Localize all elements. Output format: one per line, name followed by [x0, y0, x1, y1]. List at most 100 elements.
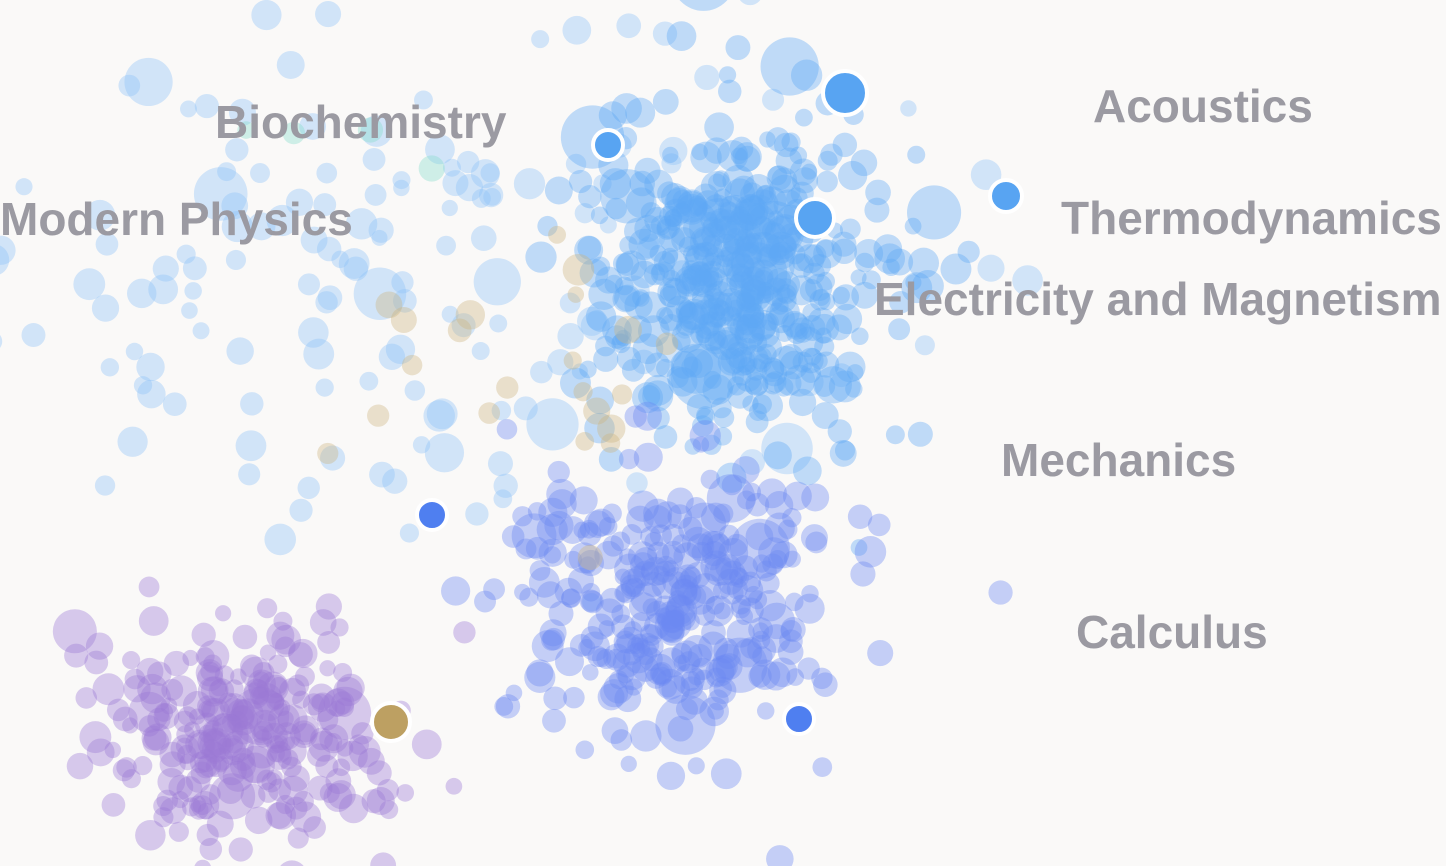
data-point-bubble[interactable]	[536, 513, 568, 546]
data-point-bubble[interactable]	[738, 196, 769, 227]
data-point-bubble[interactable]	[861, 270, 881, 290]
data-point-bubble[interactable]	[223, 697, 245, 719]
data-point-bubble[interactable]	[743, 174, 774, 205]
data-point-bubble[interactable]	[587, 613, 614, 640]
data-point-bubble[interactable]	[611, 614, 636, 639]
data-point-bubble[interactable]	[658, 306, 684, 331]
data-point-bubble[interactable]	[1012, 265, 1043, 296]
data-point-bubble[interactable]	[659, 621, 685, 646]
data-point-bubble[interactable]	[192, 795, 213, 816]
data-point-bubble[interactable]	[378, 343, 406, 371]
data-point-bubble[interactable]	[634, 291, 667, 324]
data-point-bubble[interactable]	[748, 402, 767, 421]
data-point-bubble[interactable]	[745, 410, 769, 434]
data-point-bubble[interactable]	[198, 724, 218, 744]
data-point-bubble[interactable]	[483, 187, 502, 206]
data-point-bubble[interactable]	[970, 159, 1002, 190]
data-point-bubble[interactable]	[217, 777, 244, 804]
data-point-bubble[interactable]	[647, 541, 670, 565]
data-point-bubble[interactable]	[575, 432, 595, 451]
data-point-bubble[interactable]	[345, 208, 378, 240]
data-point-bubble[interactable]	[644, 532, 664, 551]
data-point-bubble[interactable]	[638, 223, 666, 251]
data-point-bubble[interactable]	[616, 250, 647, 282]
data-point-bubble[interactable]	[163, 650, 190, 677]
data-point-bubble[interactable]	[832, 284, 860, 311]
data-point-bubble[interactable]	[581, 583, 601, 602]
data-point-bubble[interactable]	[612, 648, 642, 678]
data-point-bubble[interactable]	[232, 720, 256, 745]
data-point-bubble[interactable]	[323, 688, 352, 717]
data-point-bubble[interactable]	[734, 193, 766, 225]
data-point-bubble[interactable]	[621, 358, 645, 382]
data-point-bubble[interactable]	[579, 556, 597, 574]
data-point-bubble[interactable]	[765, 127, 790, 152]
data-point-bubble[interactable]	[755, 184, 777, 206]
data-point-bubble[interactable]	[369, 461, 395, 488]
data-point-bubble[interactable]	[259, 644, 277, 661]
data-point-bubble[interactable]	[731, 253, 755, 278]
data-point-bubble[interactable]	[599, 587, 625, 614]
data-point-bubble[interactable]	[379, 800, 399, 820]
data-point-bubble[interactable]	[700, 294, 721, 316]
data-point-bubble[interactable]	[777, 639, 804, 665]
data-point-bubble[interactable]	[326, 780, 356, 810]
data-point-bubble[interactable]	[627, 565, 651, 589]
data-point-bubble[interactable]	[338, 248, 370, 279]
data-point-bubble[interactable]	[273, 722, 301, 751]
data-point-bubble[interactable]	[138, 606, 169, 636]
data-point-bubble[interactable]	[803, 262, 825, 285]
data-point-bubble[interactable]	[630, 260, 659, 289]
data-point-bubble[interactable]	[721, 474, 743, 496]
data-point-bubble[interactable]	[618, 275, 650, 307]
data-point-bubble[interactable]	[603, 643, 631, 671]
data-point-bubble[interactable]	[670, 343, 736, 409]
data-point-bubble[interactable]	[650, 661, 673, 685]
data-point-bubble[interactable]	[734, 321, 764, 351]
data-point-bubble[interactable]	[543, 686, 568, 711]
data-point-bubble[interactable]	[228, 837, 253, 862]
data-point-bubble[interactable]	[683, 348, 714, 378]
data-point-bubble[interactable]	[716, 462, 747, 493]
data-point-bubble[interactable]	[706, 474, 756, 523]
data-point-bubble[interactable]	[317, 285, 343, 311]
data-point-bubble[interactable]	[782, 481, 812, 511]
data-point-bubble[interactable]	[739, 202, 776, 240]
data-point-bubble[interactable]	[287, 827, 309, 849]
data-point-bubble[interactable]	[666, 21, 697, 52]
data-point-bubble[interactable]	[761, 624, 791, 653]
data-point-bubble[interactable]	[338, 793, 369, 824]
data-point-bubble[interactable]	[147, 661, 172, 686]
data-point-bubble[interactable]	[764, 491, 794, 520]
data-point-bubble[interactable]	[621, 578, 642, 600]
data-point-bubble[interactable]	[491, 400, 512, 421]
data-point-bubble[interactable]	[136, 352, 165, 382]
data-point-bubble[interactable]	[727, 335, 749, 357]
data-point-bubble[interactable]	[209, 773, 256, 820]
data-point-bubble[interactable]	[907, 185, 962, 240]
data-point-bubble[interactable]	[310, 727, 333, 751]
data-point-bubble[interactable]	[732, 456, 760, 484]
data-point-bubble[interactable]	[755, 560, 777, 582]
data-point-bubble[interactable]	[759, 131, 776, 148]
data-point-bubble[interactable]	[685, 496, 707, 519]
data-point-bubble[interactable]	[79, 721, 112, 754]
data-point-bubble[interactable]	[762, 553, 784, 575]
data-point-bubble[interactable]	[706, 533, 731, 558]
data-point-bubble[interactable]	[710, 215, 738, 244]
data-point-bubble[interactable]	[121, 769, 141, 789]
data-point-bubble[interactable]	[739, 449, 766, 475]
data-point-bubble[interactable]	[676, 276, 701, 301]
data-point-bubble[interactable]	[530, 360, 553, 384]
data-point-bubble[interactable]	[364, 184, 387, 206]
data-point-bubble[interactable]	[126, 278, 157, 309]
data-point-bubble[interactable]	[616, 626, 644, 654]
data-point-bubble[interactable]	[247, 669, 276, 699]
data-point-bubble[interactable]	[677, 301, 710, 334]
data-point-bubble[interactable]	[703, 210, 727, 234]
data-point-bubble[interactable]	[455, 300, 486, 330]
data-point-bubble[interactable]	[242, 682, 269, 709]
data-point-bubble[interactable]	[154, 703, 174, 722]
data-point-bubble[interactable]	[267, 800, 297, 830]
data-point-bubble[interactable]	[630, 552, 656, 578]
